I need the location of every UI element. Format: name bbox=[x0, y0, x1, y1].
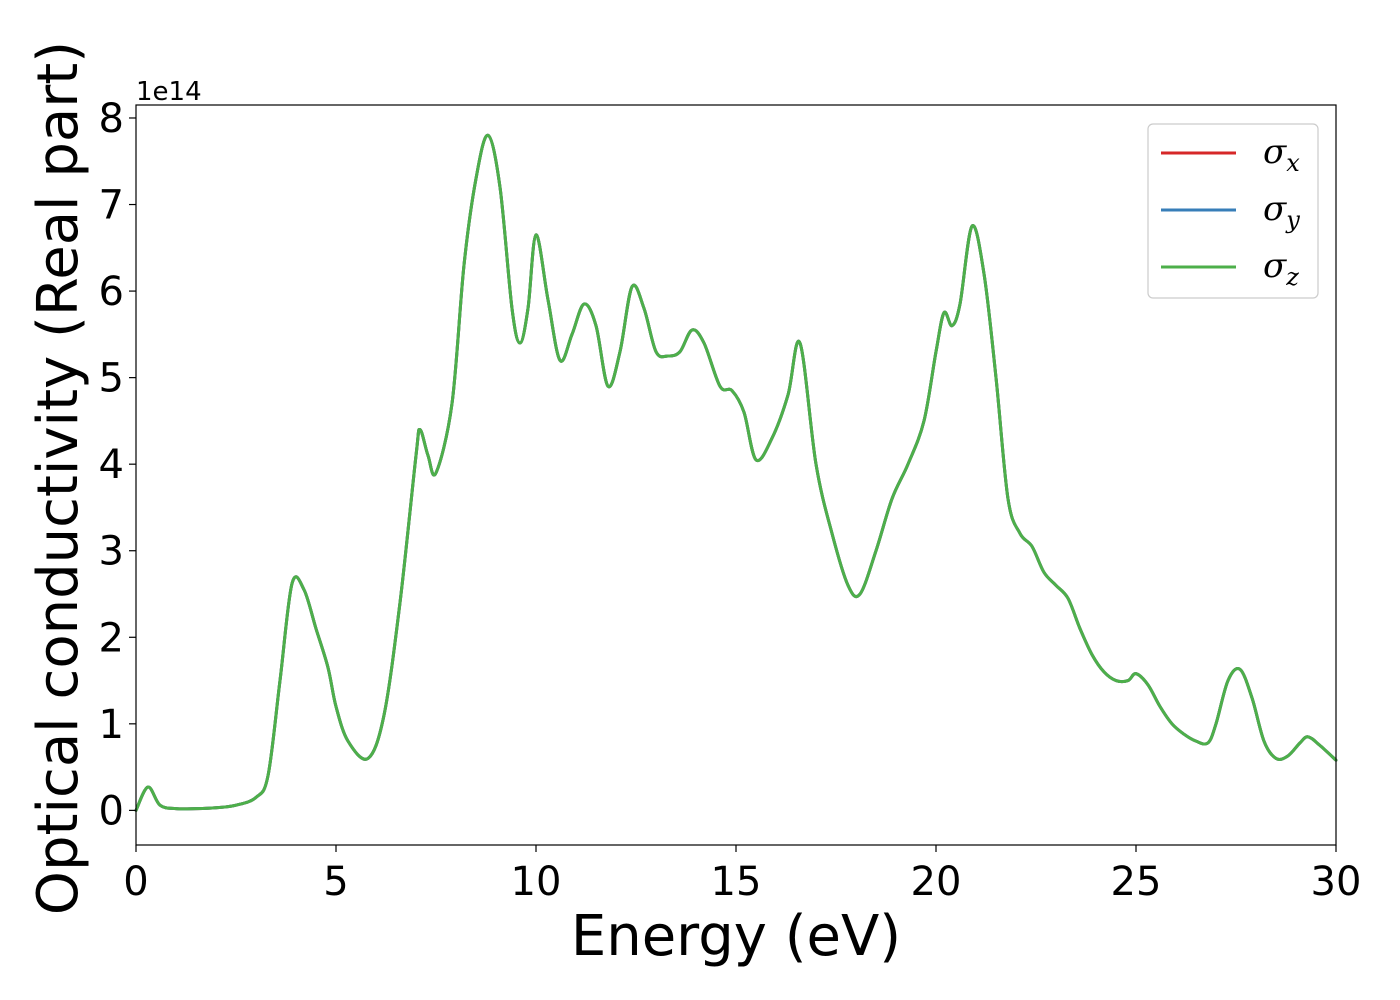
y-tick-label: 1 bbox=[99, 702, 124, 748]
series-layer bbox=[134, 133, 1338, 812]
x-tick-label: 25 bbox=[1111, 859, 1162, 905]
x-axis: 0 5 10 15 20 25 30 bbox=[123, 845, 1361, 905]
legend-label: σy bbox=[1263, 189, 1300, 234]
x-tick-label: 20 bbox=[911, 859, 962, 905]
y-tick-label: 3 bbox=[99, 529, 124, 575]
y-tick-label: 8 bbox=[99, 96, 124, 142]
y-axis-label: Optical conductivity (Real part) bbox=[26, 41, 91, 915]
y-tick-label: 0 bbox=[99, 788, 124, 834]
y-axis: 0 1 2 3 4 5 6 7 8 bbox=[99, 96, 136, 834]
y-tick-label: 7 bbox=[99, 183, 124, 229]
legend-label: σx bbox=[1263, 132, 1300, 177]
x-tick-label: 5 bbox=[323, 859, 348, 905]
legend-label: σz bbox=[1263, 246, 1299, 291]
y-tick-label: 4 bbox=[99, 442, 124, 488]
x-axis-label: Energy (eV) bbox=[571, 904, 901, 969]
y-tick-label: 5 bbox=[99, 356, 124, 402]
x-tick-label: 30 bbox=[1311, 859, 1362, 905]
x-tick-label: 0 bbox=[123, 859, 148, 905]
y-offset-label: 1e14 bbox=[136, 77, 202, 107]
y-tick-label: 2 bbox=[99, 615, 124, 661]
legend: σx σy σz bbox=[1147, 123, 1319, 299]
x-tick-label: 10 bbox=[511, 859, 562, 905]
y-tick-label: 6 bbox=[99, 269, 124, 315]
series-line-3 bbox=[134, 133, 1338, 812]
x-tick-label: 15 bbox=[711, 859, 762, 905]
